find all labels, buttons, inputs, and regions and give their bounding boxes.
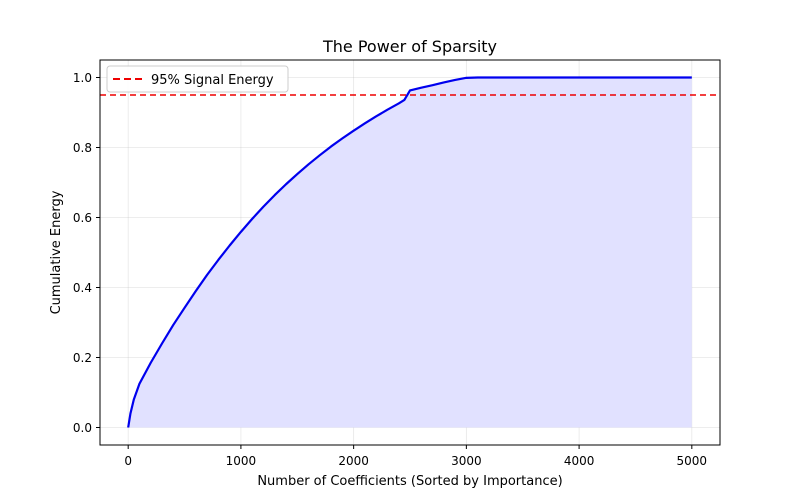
- x-tick-label: 1000: [226, 454, 257, 468]
- x-tick-label: 4000: [564, 454, 595, 468]
- y-axis-label: Cumulative Energy: [49, 190, 64, 314]
- x-axis-ticks: 0 1000 2000 3000 4000 5000: [124, 445, 707, 468]
- legend-box: [106, 65, 289, 93]
- x-tick-label: 0: [124, 454, 132, 468]
- legend: 95% Signal Energy: [106, 65, 289, 93]
- y-axis-ticks: 0.0 0.2 0.4 0.6 0.8 1.0: [73, 71, 100, 435]
- plot-frame: [99, 59, 721, 446]
- x-tick-label: 2000: [338, 454, 369, 468]
- cumulative-energy-line: [127, 76, 692, 428]
- y-tick-label: 1.0: [73, 71, 92, 85]
- y-tick-label: 0.2: [73, 351, 92, 365]
- y-tick-label: 0.8: [73, 141, 92, 155]
- legend-label: 95% Signal Energy: [151, 73, 274, 88]
- cumulative-energy-area: [128, 77, 692, 428]
- y-tick-label: 0.4: [73, 281, 92, 295]
- x-tick-label: 3000: [451, 454, 482, 468]
- chart-title: The Power of Sparsity: [322, 37, 497, 56]
- x-tick-label: 5000: [677, 454, 708, 468]
- y-tick-label: 0.6: [73, 211, 92, 225]
- y-tick-label: 0.0: [73, 421, 92, 435]
- x-axis-label: Number of Coefficients (Sorted by Import…: [257, 474, 562, 489]
